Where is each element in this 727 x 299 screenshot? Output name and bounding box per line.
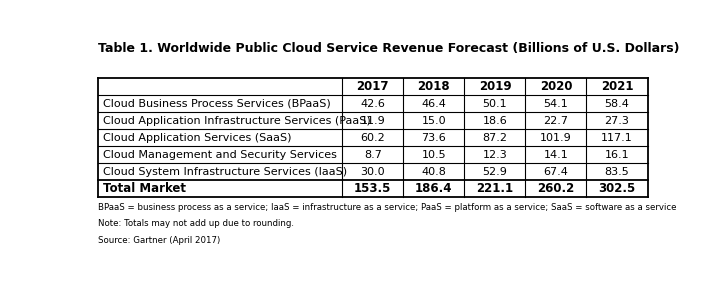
Text: 10.5: 10.5 [422,150,446,160]
Text: 54.1: 54.1 [544,99,569,109]
Text: 67.4: 67.4 [544,167,569,177]
Text: 16.1: 16.1 [605,150,630,160]
Text: Cloud Business Process Services (BPaaS): Cloud Business Process Services (BPaaS) [103,99,331,109]
Text: BPaaS = business process as a service; IaaS = infrastructure as a service; PaaS : BPaaS = business process as a service; I… [97,203,676,212]
Text: 42.6: 42.6 [361,99,385,109]
Text: 2017: 2017 [357,80,389,94]
Text: 302.5: 302.5 [598,182,635,195]
Text: 73.6: 73.6 [422,133,446,143]
Text: 221.1: 221.1 [476,182,513,195]
Text: Cloud Application Services (SaaS): Cloud Application Services (SaaS) [103,133,292,143]
Text: 117.1: 117.1 [601,133,633,143]
Text: 186.4: 186.4 [415,182,453,195]
Text: 153.5: 153.5 [354,182,392,195]
Text: Table 1. Worldwide Public Cloud Service Revenue Forecast (Billions of U.S. Dolla: Table 1. Worldwide Public Cloud Service … [97,42,679,55]
Text: Cloud Application Infrastructure Services (PaaS): Cloud Application Infrastructure Service… [103,116,371,126]
Text: 40.8: 40.8 [422,167,446,177]
Text: Note: Totals may not add up due to rounding.: Note: Totals may not add up due to round… [97,219,294,228]
Text: 15.0: 15.0 [422,116,446,126]
Text: 2019: 2019 [478,80,511,94]
Text: 60.2: 60.2 [361,133,385,143]
Text: 11.9: 11.9 [361,116,385,126]
Text: 12.3: 12.3 [483,150,507,160]
Text: 101.9: 101.9 [540,133,572,143]
Text: 2021: 2021 [601,80,633,94]
Text: Total Market: Total Market [103,182,185,195]
Text: 8.7: 8.7 [364,150,382,160]
Text: 27.3: 27.3 [605,116,630,126]
Text: Source: Gartner (April 2017): Source: Gartner (April 2017) [97,236,220,245]
Text: 22.7: 22.7 [544,116,569,126]
Text: 2020: 2020 [539,80,572,94]
Text: 46.4: 46.4 [422,99,446,109]
Text: Cloud Management and Security Services: Cloud Management and Security Services [103,150,337,160]
Text: 2018: 2018 [417,80,450,94]
Text: Cloud System Infrastructure Services (IaaS): Cloud System Infrastructure Services (Ia… [103,167,347,177]
Text: 260.2: 260.2 [537,182,574,195]
Text: 52.9: 52.9 [483,167,507,177]
Text: 87.2: 87.2 [483,133,507,143]
Text: 30.0: 30.0 [361,167,385,177]
Text: 83.5: 83.5 [605,167,630,177]
Text: 50.1: 50.1 [483,99,507,109]
Text: 58.4: 58.4 [605,99,630,109]
Text: 14.1: 14.1 [544,150,569,160]
Text: 18.6: 18.6 [483,116,507,126]
